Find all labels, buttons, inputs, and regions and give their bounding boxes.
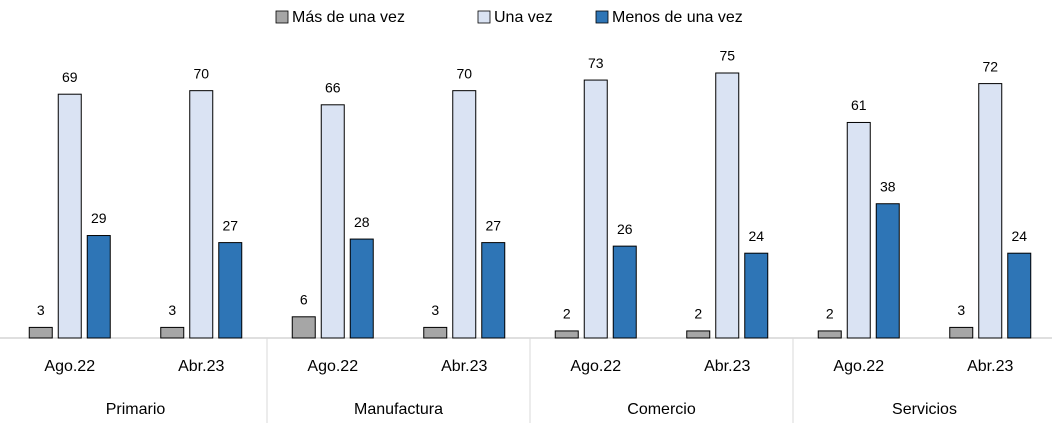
bar: [744, 252, 769, 339]
bar: [349, 238, 374, 339]
bar: [86, 235, 111, 339]
bar: [452, 90, 477, 339]
data-label: 38: [880, 178, 896, 194]
data-label: 6: [300, 292, 308, 308]
data-label: 3: [957, 302, 965, 318]
data-label: 70: [456, 65, 472, 81]
bar: [583, 79, 608, 339]
data-label: 24: [1011, 228, 1027, 244]
bar: [846, 121, 871, 339]
legend-swatch: [477, 10, 491, 24]
x-tick-label: Abr.23: [441, 358, 487, 375]
bar: [320, 104, 345, 339]
bar: [423, 326, 448, 339]
x-tick-label: Abr.23: [967, 358, 1013, 375]
data-label: 69: [62, 69, 78, 85]
bar: [817, 330, 842, 339]
legend-label: Una vez: [494, 9, 553, 26]
legend-swatch: [275, 10, 289, 24]
data-label: 27: [485, 217, 501, 233]
bar: [189, 90, 214, 339]
bar: [949, 326, 974, 339]
bar: [57, 93, 82, 339]
group-label: Comercio: [627, 401, 696, 418]
x-tick-label: Ago.22: [570, 358, 621, 375]
data-label: 2: [694, 306, 702, 322]
data-label: 27: [222, 217, 238, 233]
bar: [554, 330, 579, 339]
bar: [160, 326, 185, 339]
bar: [218, 242, 243, 339]
data-label: 61: [851, 97, 867, 113]
group-label: Manufactura: [354, 401, 443, 418]
x-tick-label: Ago.22: [307, 358, 358, 375]
data-label: 66: [325, 80, 341, 96]
bar: [291, 316, 316, 339]
group-label: Primario: [106, 401, 166, 418]
x-tick-label: Abr.23: [178, 358, 224, 375]
bar: [875, 203, 900, 339]
bar: [28, 326, 53, 339]
legend-label: Más de una vez: [292, 9, 405, 26]
data-label: 2: [563, 306, 571, 322]
data-label: 29: [91, 210, 107, 226]
x-tick-label: Ago.22: [833, 358, 884, 375]
bar: [715, 72, 740, 339]
bar: [978, 83, 1003, 339]
group-label: Servicios: [892, 401, 957, 418]
data-label: 2: [826, 306, 834, 322]
bar: [686, 330, 711, 339]
bar: [1007, 252, 1032, 339]
data-label: 28: [354, 214, 370, 230]
data-label: 24: [748, 228, 764, 244]
data-label: 72: [982, 58, 998, 74]
x-tick-label: Ago.22: [44, 358, 95, 375]
bar: [481, 242, 506, 339]
data-label: 3: [168, 302, 176, 318]
data-label: 70: [193, 65, 209, 81]
data-label: 26: [617, 221, 633, 237]
data-label: 3: [431, 302, 439, 318]
data-label: 73: [588, 55, 604, 71]
data-label: 75: [719, 48, 735, 64]
legend-label: Menos de una vez: [612, 9, 743, 26]
data-label: 3: [37, 302, 45, 318]
x-tick-label: Abr.23: [704, 358, 750, 375]
legend-swatch: [595, 10, 609, 24]
bar: [612, 245, 637, 339]
